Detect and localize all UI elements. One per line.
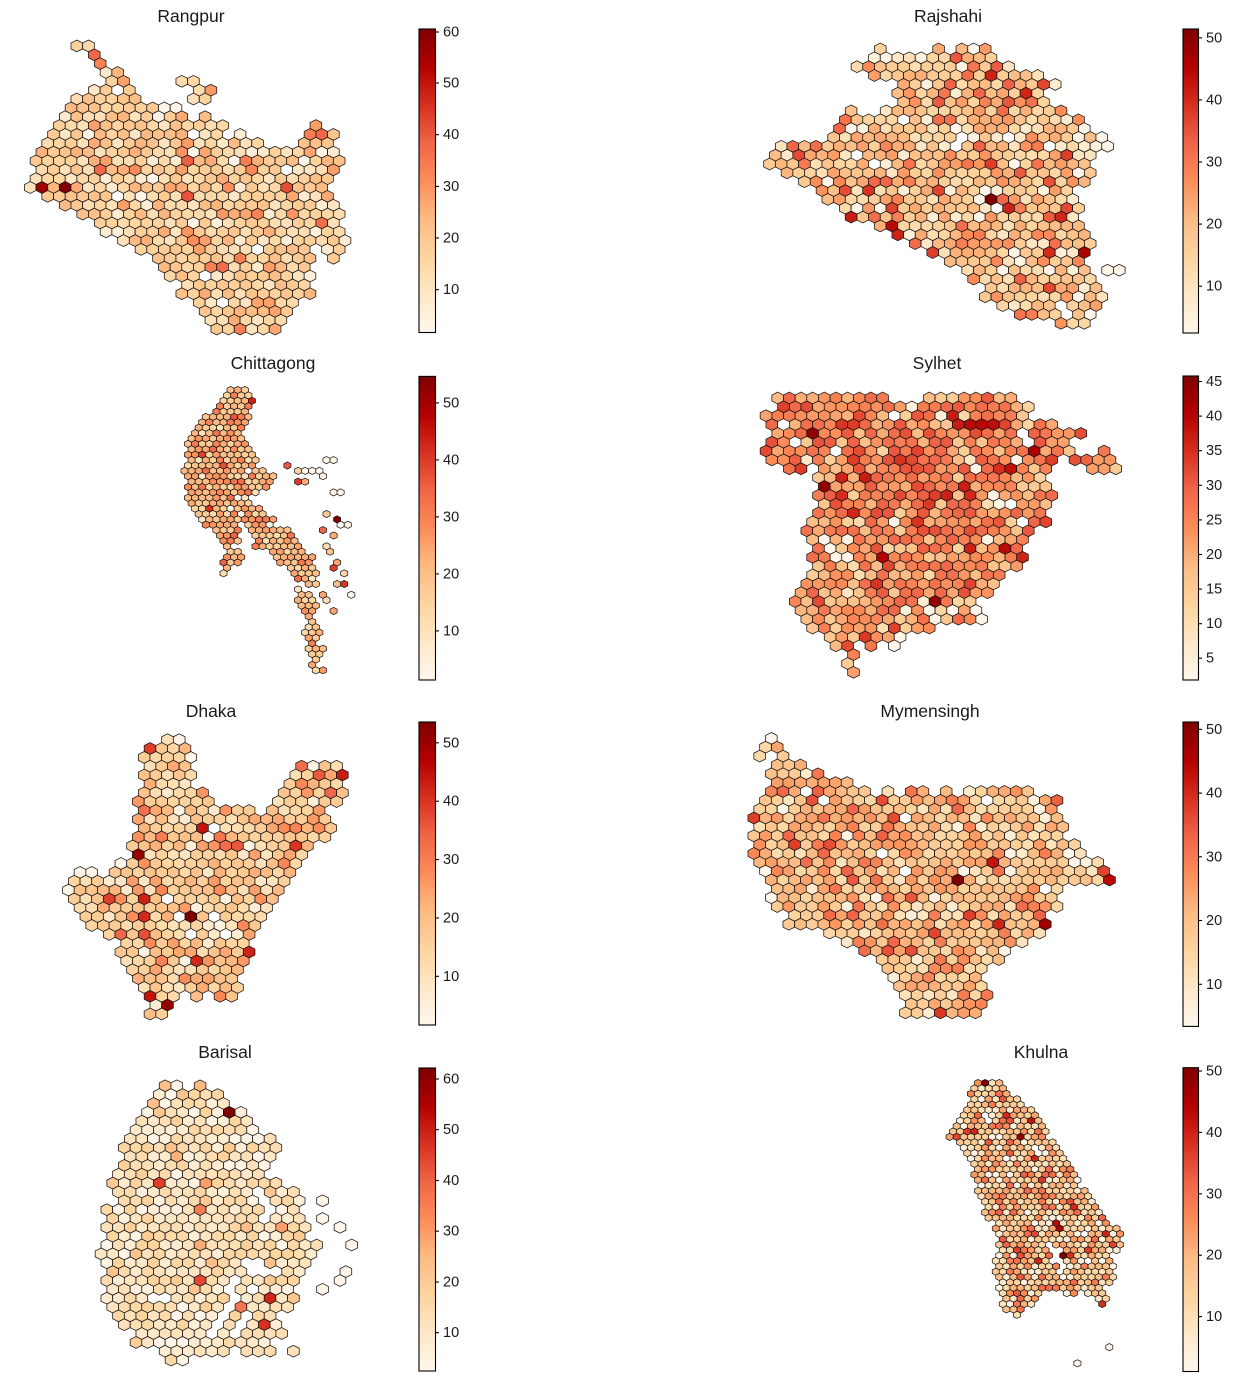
svg-text:20: 20 [443,231,459,247]
svg-text:40: 40 [443,794,459,810]
svg-text:20: 20 [443,566,459,582]
svg-text:40: 40 [443,452,459,468]
svg-text:30: 30 [1206,849,1222,865]
svg-text:40: 40 [443,127,459,143]
svg-text:10: 10 [443,623,459,639]
svg-text:50: 50 [1206,1064,1222,1080]
svg-text:40: 40 [1206,409,1222,425]
svg-text:30: 30 [443,1224,459,1240]
svg-text:50: 50 [1206,722,1222,738]
svg-text:50: 50 [443,76,459,92]
svg-text:20: 20 [1206,913,1222,929]
svg-text:60: 60 [443,25,459,41]
svg-text:40: 40 [1206,92,1222,108]
svg-text:50: 50 [1206,30,1222,46]
svg-text:30: 30 [443,509,459,525]
svg-text:20: 20 [443,911,459,927]
svg-text:Rajshahi: Rajshahi [914,6,982,26]
svg-text:10: 10 [443,969,459,985]
svg-text:20: 20 [1206,547,1222,563]
svg-text:30: 30 [443,852,459,868]
svg-text:Rangpur: Rangpur [157,6,224,26]
svg-text:Barisal: Barisal [198,1042,252,1062]
svg-text:50: 50 [443,735,459,751]
svg-text:35: 35 [1206,443,1222,459]
svg-text:10: 10 [1206,977,1222,993]
svg-text:10: 10 [443,282,459,298]
svg-text:20: 20 [443,1275,459,1291]
svg-text:60: 60 [443,1072,459,1088]
svg-text:40: 40 [443,1173,459,1189]
svg-text:45: 45 [1206,374,1222,390]
svg-text:Dhaka: Dhaka [186,701,237,721]
svg-text:10: 10 [1206,616,1222,632]
svg-text:Chittagong: Chittagong [231,353,316,373]
svg-text:30: 30 [1206,478,1222,494]
svg-text:10: 10 [443,1325,459,1341]
svg-text:30: 30 [443,179,459,195]
svg-text:10: 10 [1206,279,1222,295]
svg-text:50: 50 [443,395,459,411]
svg-text:Mymensingh: Mymensingh [880,701,979,721]
svg-text:30: 30 [1206,155,1222,171]
svg-text:25: 25 [1206,512,1222,528]
svg-text:10: 10 [1206,1309,1222,1325]
svg-text:Sylhet: Sylhet [913,353,962,373]
svg-text:30: 30 [1206,1186,1222,1202]
svg-text:15: 15 [1206,582,1222,598]
svg-text:50: 50 [443,1122,459,1138]
svg-text:20: 20 [1206,217,1222,233]
svg-text:40: 40 [1206,1125,1222,1141]
svg-text:40: 40 [1206,786,1222,802]
svg-text:5: 5 [1206,651,1214,667]
svg-text:Khulna: Khulna [1014,1042,1069,1062]
svg-text:20: 20 [1206,1248,1222,1264]
